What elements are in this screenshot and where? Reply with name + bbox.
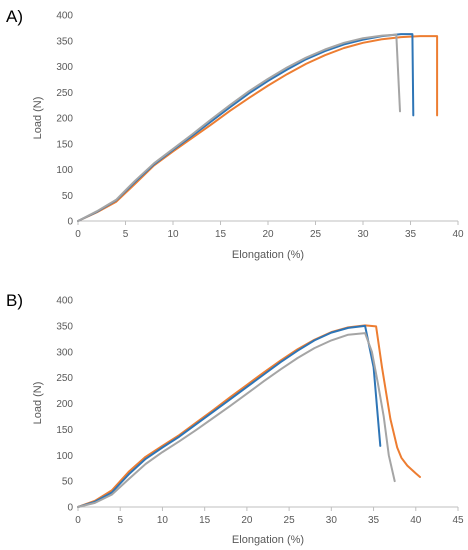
panel-a-label: A): [6, 7, 23, 26]
panel-b-x-tick-label: 35: [368, 515, 380, 526]
panel-b-x-tick-label: 15: [199, 515, 211, 526]
panel-b-y-tick-label: 0: [67, 503, 73, 514]
panel-a-x-tick-label: 10: [167, 229, 179, 240]
panel-b-chart: B) 0 50 100 150 200 250 300 350 400 0 5 10 15 20 25 30 3…: [6, 291, 464, 546]
panel-b-x-tick-label: 45: [452, 515, 464, 526]
panel-b-y-tick-label: 400: [56, 296, 73, 307]
panel-a-x-tick-label: 15: [215, 229, 227, 240]
panel-b-y-tick-label: 50: [62, 477, 74, 488]
panel-a-chart: A) 0 50 100 150 200 250 300 350 400 0 5 10 15 20 25 30 3…: [6, 7, 464, 261]
panel-a-y-tick-label: 100: [56, 165, 73, 176]
panel-b-y-tick-label: 250: [56, 373, 73, 384]
panel-a-y-tick-label: 250: [56, 88, 73, 99]
panel-a-y-tick-label: 200: [56, 114, 73, 125]
panel-b-x-tick-label: 20: [241, 515, 253, 526]
panel-a-x-tick-label: 30: [357, 229, 369, 240]
panel-a-x-tick-label: 40: [452, 229, 464, 240]
panel-a-series-blue-line: [77, 33, 415, 222]
panel-a-x-tick-label: 5: [123, 229, 129, 240]
panel-a-x-tick-label: 0: [75, 229, 81, 240]
panel-a-series-gray-line: [77, 33, 401, 222]
panel-b-y-tick-label: 350: [56, 321, 73, 332]
panel-b-y-tick-label: 100: [56, 451, 73, 462]
panel-a-x-tick-label: 20: [262, 229, 274, 240]
panel-a-y-tick-label: 150: [56, 139, 73, 150]
panel-b-x-tick-label: 10: [157, 515, 169, 526]
panel-a-y-tick-label: 50: [62, 191, 74, 202]
panel-b-y-tick-label: 300: [56, 347, 73, 358]
panel-b-series-gray-line: [77, 332, 396, 508]
panel-b-x-tick-label: 40: [410, 515, 422, 526]
panel-a-y-tick-label: 400: [56, 11, 73, 22]
panel-b-series-orange-line: [77, 324, 421, 508]
panel-b-x-axis-label: Elongation (%): [232, 534, 304, 546]
panel-a-x-axis-label: Elongation (%): [232, 249, 304, 261]
panel-b-x-tick-label: 0: [75, 515, 81, 526]
panel-a-series-orange-line: [77, 35, 439, 222]
panel-b-series-blue-line: [77, 324, 382, 508]
panel-b-label: B): [6, 291, 23, 310]
panel-b-y-axis-label: Load (N): [32, 382, 44, 425]
panel-a-x-tick-label: 35: [405, 229, 417, 240]
panel-a-y-axis-label: Load (N): [32, 97, 44, 140]
panel-b-y-tick-label: 150: [56, 425, 73, 436]
panel-a-y-tick-label: 0: [67, 217, 73, 228]
panel-b-x-tick-label: 5: [117, 515, 123, 526]
panel-a-y-tick-label: 300: [56, 62, 73, 73]
panel-b-x-tick-label: 30: [326, 515, 338, 526]
panel-a-x-tick-label: 25: [310, 229, 322, 240]
panel-b-y-tick-label: 200: [56, 399, 73, 410]
panel-a-y-tick-label: 350: [56, 36, 73, 47]
panel-b-x-tick-label: 25: [284, 515, 296, 526]
